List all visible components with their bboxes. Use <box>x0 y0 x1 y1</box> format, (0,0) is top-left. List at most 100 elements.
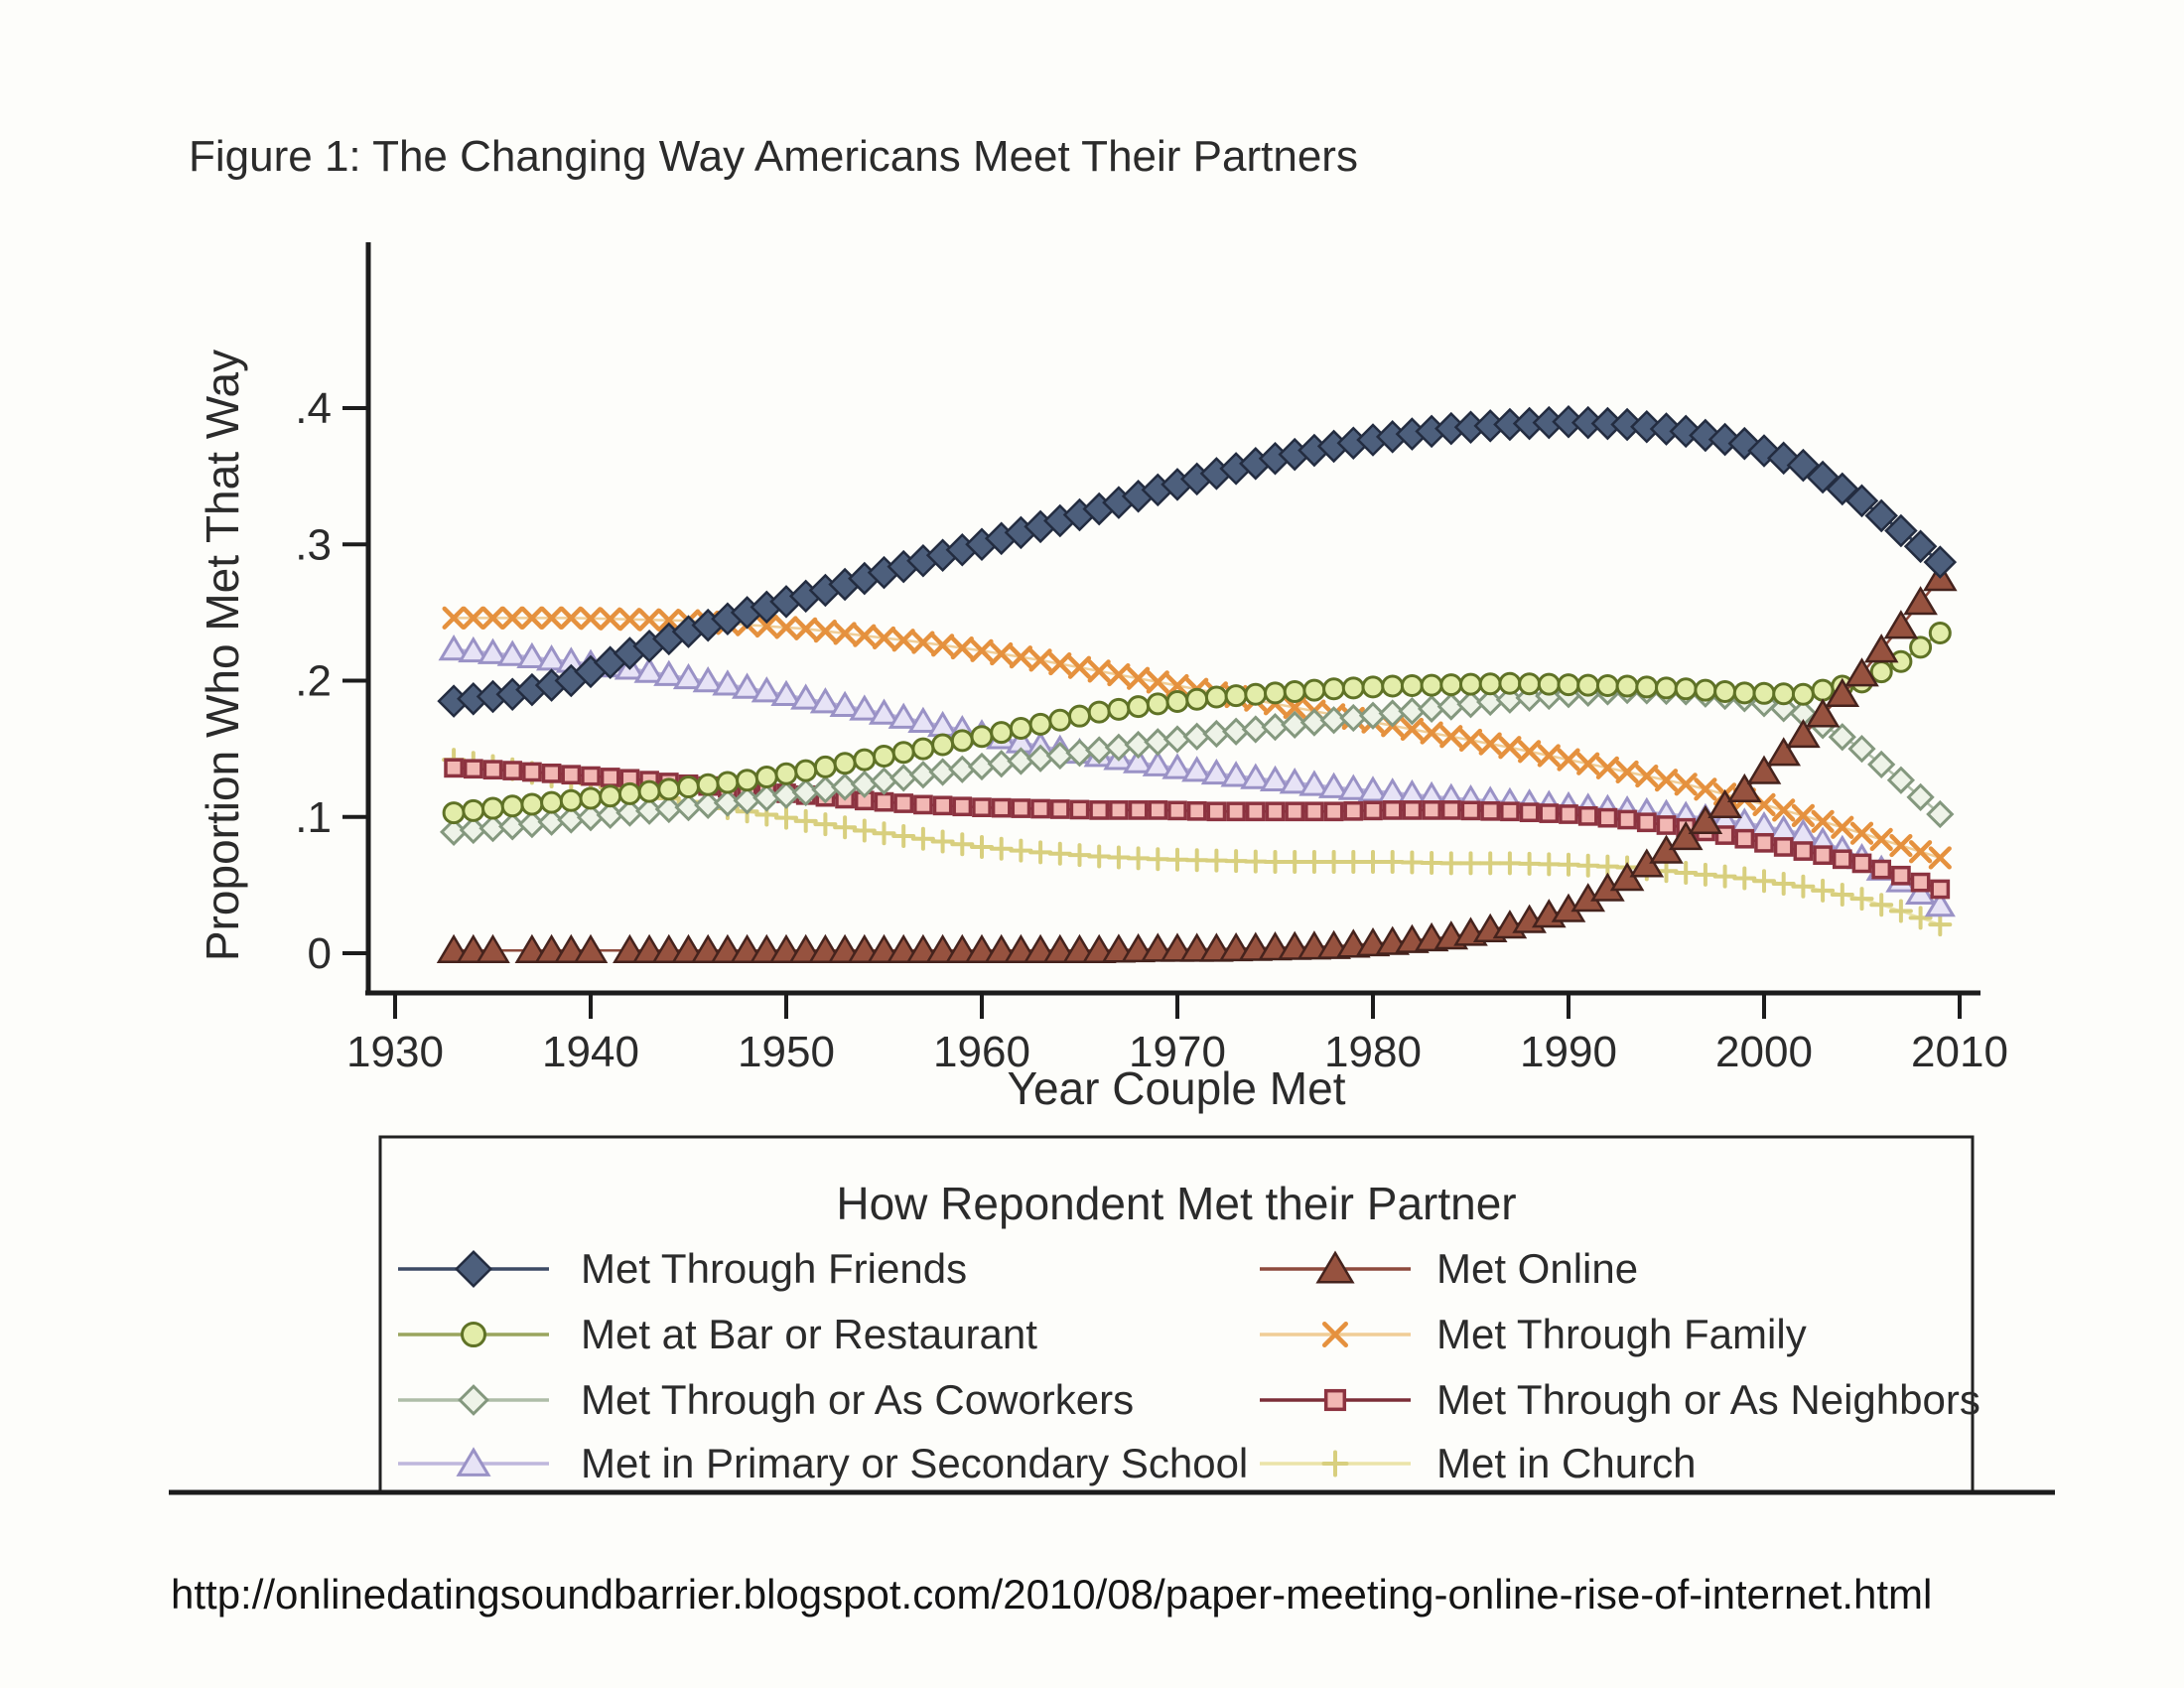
neighbors-marker-icon-legend <box>1323 1388 1347 1412</box>
bar-marker-icon <box>1028 712 1052 736</box>
coworkers-marker-icon <box>870 767 898 795</box>
legend-entry-neighbors: Met Through or As Neighbors <box>1260 1376 1980 1423</box>
school-marker-icon <box>887 702 919 729</box>
school-marker-icon <box>1337 774 1369 800</box>
family-marker-icon <box>1165 673 1189 698</box>
neighbors-marker-icon <box>991 797 1012 818</box>
neighbors-marker-icon <box>1754 832 1774 853</box>
bar-marker-icon <box>1478 672 1502 696</box>
friends-marker-icon <box>1707 422 1742 457</box>
legend-label-bar: Met at Bar or Restaurant <box>581 1311 1037 1357</box>
y-ticks: 0 .1 .2 .3 .4 <box>295 384 368 978</box>
coworkers-marker-icon <box>1886 766 1916 794</box>
neighbors-marker-icon <box>1089 800 1110 820</box>
school-marker-icon <box>477 637 509 664</box>
church-marker-icon <box>1283 850 1307 875</box>
legend-entry-family: Met Through Family <box>1260 1311 1807 1357</box>
family-marker-icon <box>1458 728 1483 753</box>
family-marker-icon <box>891 629 915 652</box>
online-marker-icon-legend <box>1315 1250 1355 1284</box>
neighbors-marker-icon <box>1714 825 1735 845</box>
neighbors-marker-icon <box>874 791 894 812</box>
bar-marker-icon <box>637 779 661 803</box>
friends-marker-icon <box>1630 409 1664 444</box>
bar-marker-icon <box>1185 687 1209 711</box>
bar-marker-icon <box>970 725 994 749</box>
coworkers-marker-icon <box>889 764 918 792</box>
family-marker-icon <box>1791 803 1815 827</box>
bar-marker-icon <box>833 752 857 775</box>
family-marker-icon <box>1087 659 1111 683</box>
church-marker-icon <box>989 836 1014 861</box>
school-marker-icon <box>849 694 881 721</box>
neighbors-marker-icon <box>1559 804 1578 824</box>
family-marker-icon <box>1909 840 1933 864</box>
neighbors-marker-icon <box>1930 879 1951 900</box>
bar-marker-icon <box>1146 692 1169 716</box>
online-marker-icon <box>1903 586 1938 616</box>
neighbors-marker-icon <box>463 759 483 779</box>
bar-marker-icon <box>1615 674 1639 698</box>
family-marker-icon <box>442 606 466 630</box>
school-marker-icon <box>1298 770 1330 796</box>
y-tick-label: .2 <box>295 657 332 706</box>
family-marker-icon <box>1889 833 1913 858</box>
family-marker-icon <box>1557 748 1580 772</box>
legend-entry-church: Met in Church <box>1260 1440 1696 1486</box>
family-marker-icon-legend <box>1322 1322 1348 1347</box>
online-marker-icon <box>1863 633 1899 663</box>
neighbors-marker-icon <box>1597 807 1618 828</box>
family-marker-icon <box>1518 740 1542 764</box>
school-marker-icon <box>1240 763 1272 789</box>
bar-marker-icon <box>873 744 895 768</box>
family-marker-icon <box>637 608 661 632</box>
y-axis: Proportion Who Met That Way 0 .1 .2 .3 .4 <box>197 242 371 995</box>
friends-marker-icon-legend <box>454 1249 493 1289</box>
church-marker-icon <box>970 834 994 859</box>
x-ticks: 1930 1940 1950 1960 1970 1980 1990 2000 2010 <box>346 993 2008 1076</box>
family-marker-icon <box>540 606 564 630</box>
neighbors-marker-icon <box>1109 800 1129 820</box>
bar-marker-icon <box>1420 673 1443 697</box>
neighbors-marker-icon <box>1245 801 1266 822</box>
neighbors-marker-icon <box>482 760 503 780</box>
family-marker-icon <box>1067 655 1092 679</box>
school-marker-icon <box>672 662 705 690</box>
source-url: http://onlinedatingsoundbarrier.blogspot… <box>171 1571 1932 1618</box>
church-marker-icon <box>1712 864 1737 889</box>
neighbors-marker-icon <box>1793 841 1814 861</box>
school-marker-icon <box>868 698 900 725</box>
family-marker-icon <box>774 616 798 639</box>
neighbors-marker-icon <box>561 765 582 785</box>
church-marker-icon <box>1204 848 1229 873</box>
bar-marker-icon <box>1537 672 1561 696</box>
family-marker-icon <box>1928 846 1952 870</box>
school-marker-icon <box>732 672 763 699</box>
neighbors-marker-icon <box>1128 800 1149 820</box>
school-marker-icon <box>790 683 822 710</box>
church-marker-icon <box>1263 850 1288 875</box>
bar-marker-icon <box>442 801 466 825</box>
online-marker-icon <box>1805 698 1841 728</box>
church-marker-icon <box>1497 851 1522 876</box>
series-online <box>436 562 1958 963</box>
family-marker-icon <box>833 622 857 645</box>
school-marker-icon <box>1279 768 1310 794</box>
neighbors-marker-icon <box>1773 837 1794 857</box>
bar-marker-icon <box>990 721 1014 745</box>
neighbors-marker-icon <box>1148 800 1168 820</box>
neighbors-marker-icon <box>581 766 601 786</box>
bar-marker-icon <box>1341 676 1365 700</box>
bar-marker-icon <box>931 733 955 757</box>
school-marker-icon <box>1924 891 1956 917</box>
church-marker-icon <box>1771 872 1796 897</box>
church-marker-icon <box>1869 893 1894 917</box>
family-marker-icon <box>500 606 524 630</box>
school-marker-icon <box>770 679 802 707</box>
legend: How Repondent Met their Partner Met Thro… <box>378 1135 1980 1494</box>
bar-marker-icon <box>853 748 877 772</box>
bar-marker-icon <box>657 777 681 801</box>
family-marker-icon <box>1283 695 1306 720</box>
bar-marker-icon <box>462 798 485 822</box>
